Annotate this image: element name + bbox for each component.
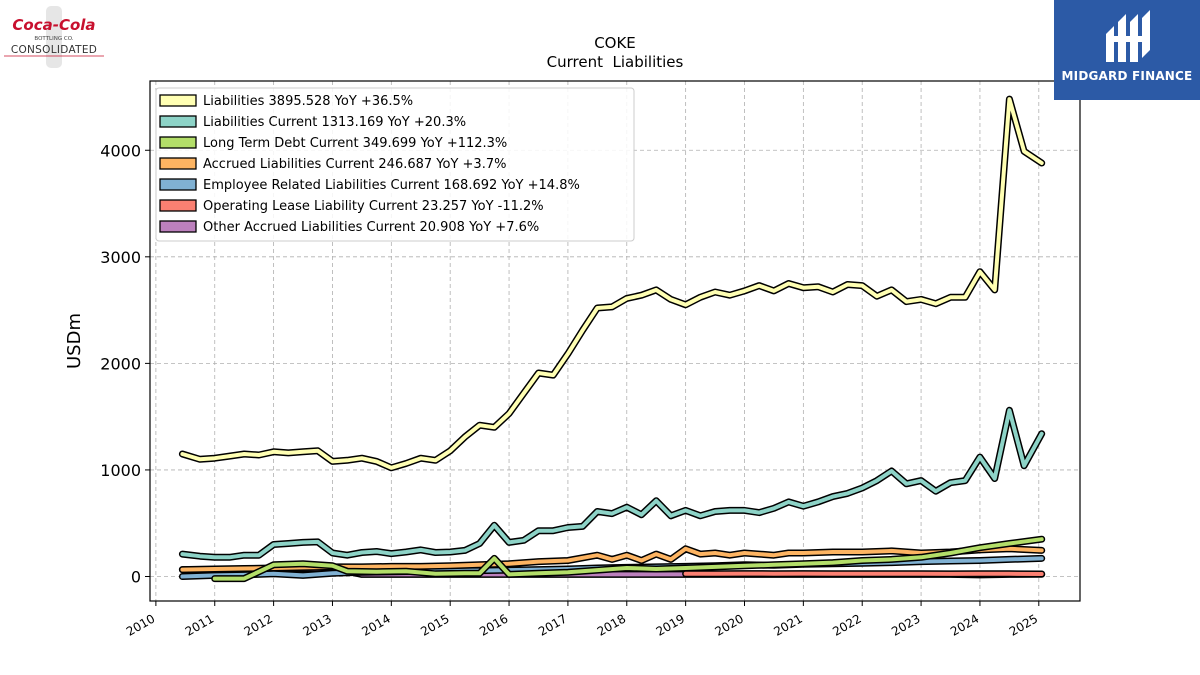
series-line-long-term-debt-current [212, 537, 1044, 581]
x-tick-label: 2024 [948, 611, 981, 638]
chart-subtitle: Current Liabilities [547, 53, 684, 71]
midgard-mark-icon [1106, 10, 1150, 62]
legend-entry-label: Accrued Liabilities Current 246.687 YoY … [203, 157, 506, 172]
x-tick-label: 2020 [713, 611, 746, 638]
legend-swatch [159, 199, 197, 212]
series-line-liabilities-current [180, 408, 1044, 560]
legend-swatch [159, 115, 197, 128]
x-tick-label: 2010 [124, 611, 157, 638]
midgard-finance-logo: MIDGARD FINANCE [1054, 0, 1200, 100]
legend: Liabilities 3895.528 YoY +36.5% Liabiliti… [155, 87, 635, 242]
legend-entry-label: Liabilities Current 1313.169 YoY +20.3% [203, 115, 466, 130]
coca-cola-consolidated-logo: Coca-Cola BOTTLING CO. CONSOLIDATED [2, 4, 106, 70]
y-axis-label: USDm [64, 313, 85, 369]
legend-entry-label: Liabilities 3895.528 YoY +36.5% [203, 94, 413, 109]
legend-entry-label: Other Accrued Liabilities Current 20.908… [203, 220, 539, 235]
y-tick-label: 2000 [100, 354, 141, 373]
chart-title: COKE [594, 34, 636, 52]
x-tick-label: 2011 [183, 611, 216, 638]
legend-entry-label: Operating Lease Liability Current 23.257… [203, 199, 544, 214]
x-tick-label: 2019 [654, 611, 687, 638]
y-tick-label: 3000 [100, 248, 141, 267]
x-tick-label: 2017 [536, 611, 569, 638]
x-tick-label: 2023 [889, 611, 922, 638]
legend-swatch [159, 136, 197, 149]
x-tick-label: 2025 [1007, 611, 1040, 638]
bottle-shape [46, 6, 62, 68]
series-lines [178, 95, 1046, 583]
logo-main-text: CONSOLIDATED [11, 44, 97, 56]
x-tick-label: 2014 [359, 611, 392, 638]
x-tick-label: 2016 [477, 611, 510, 638]
y-tick-label: 4000 [100, 141, 141, 160]
legend-entry-label: Long Term Debt Current 349.699 YoY +112.… [203, 136, 507, 151]
legend-swatch [159, 220, 197, 233]
y-tick-label: 0 [131, 567, 141, 586]
legend-swatch [159, 157, 197, 170]
series-line-liabilities [180, 97, 1044, 470]
x-tick-label: 2015 [418, 611, 451, 638]
legend-box [155, 87, 635, 242]
logo-script-text: Coca-Cola [12, 16, 95, 34]
legend-entry-label: Employee Related Liabilities Current 168… [203, 178, 580, 193]
plot-frame [149, 80, 1081, 602]
x-tick-label: 2022 [830, 611, 863, 638]
legend-swatch [159, 94, 197, 107]
midgard-brand-text: MIDGARD FINANCE [1061, 69, 1193, 83]
y-tick-label: 1000 [100, 461, 141, 480]
x-tick-label: 2021 [771, 611, 804, 638]
logo-small-text: BOTTLING CO. [34, 36, 73, 42]
legend-swatch [159, 178, 197, 191]
x-tick-label: 2012 [242, 611, 275, 638]
x-tick-label: 2018 [595, 611, 628, 638]
series-line-accrued-liabilities-current [180, 546, 1044, 572]
x-tick-label: 2013 [301, 611, 334, 638]
